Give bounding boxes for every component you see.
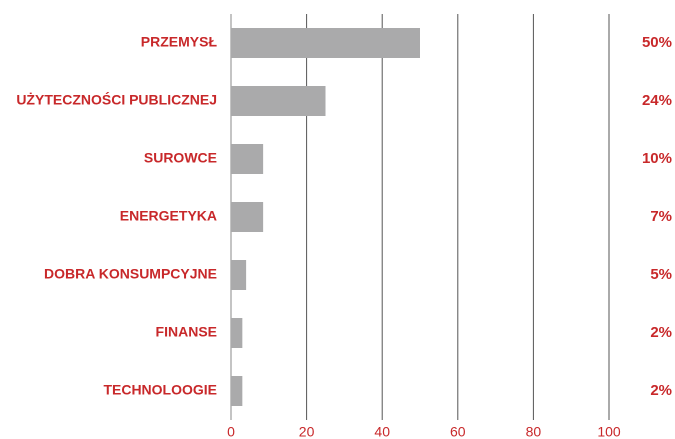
category-label: DOBRA KONSUMPCYJNE bbox=[44, 266, 217, 282]
x-tick-label: 60 bbox=[450, 424, 466, 439]
bar bbox=[231, 28, 420, 58]
percent-label: 10% bbox=[642, 150, 672, 167]
x-tick-label: 20 bbox=[299, 424, 315, 439]
category-label: PRZEMYSŁ bbox=[141, 34, 218, 50]
bar bbox=[231, 376, 243, 406]
x-tick-label: 0 bbox=[227, 424, 235, 439]
bar bbox=[231, 260, 247, 290]
percent-label: 24% bbox=[642, 92, 672, 109]
bar bbox=[231, 144, 264, 174]
percent-label: 50% bbox=[642, 34, 672, 51]
x-tick-label: 100 bbox=[597, 424, 621, 439]
bar bbox=[231, 318, 243, 348]
x-tick-label: 80 bbox=[526, 424, 542, 439]
percent-label: 7% bbox=[650, 208, 672, 225]
x-tick-label: 40 bbox=[374, 424, 390, 439]
percent-label: 2% bbox=[650, 324, 672, 341]
category-label: ENERGETYKA bbox=[120, 208, 217, 224]
category-label: SUROWCE bbox=[144, 150, 217, 166]
bar bbox=[231, 202, 264, 232]
percent-label: 2% bbox=[650, 382, 672, 399]
bar bbox=[231, 86, 326, 116]
category-label: UŻYTECZNOŚCI PUBLICZNEJ bbox=[16, 91, 217, 108]
category-label: FINANSE bbox=[156, 324, 217, 340]
percent-label: 5% bbox=[650, 266, 672, 283]
category-label: TECHNOLOOGIE bbox=[103, 382, 217, 398]
